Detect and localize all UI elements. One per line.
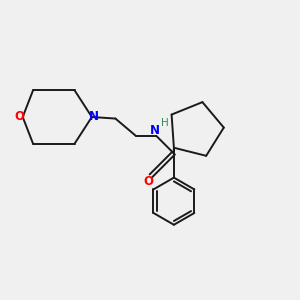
Text: N: N: [89, 110, 99, 124]
Text: N: N: [150, 124, 160, 137]
Text: H: H: [161, 118, 169, 128]
Text: O: O: [143, 175, 153, 188]
Text: O: O: [14, 110, 24, 124]
